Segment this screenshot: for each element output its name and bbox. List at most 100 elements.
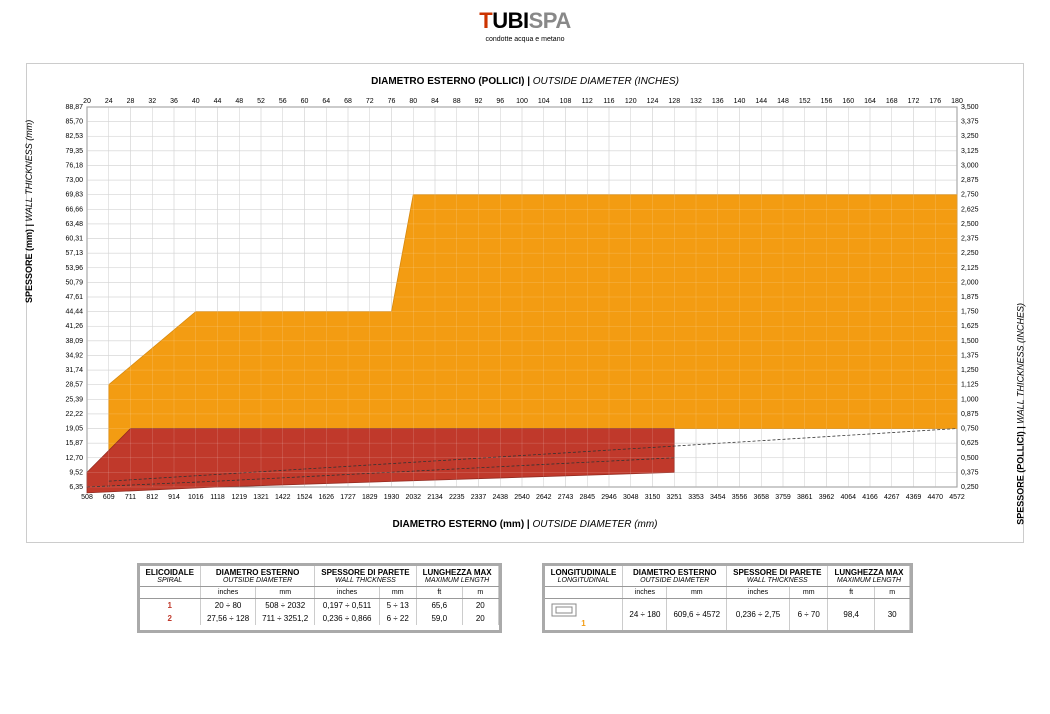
unit-cell: mm xyxy=(256,587,315,599)
svg-text:3556: 3556 xyxy=(732,494,748,501)
svg-text:1,250: 1,250 xyxy=(961,367,979,374)
svg-text:1727: 1727 xyxy=(340,494,356,501)
table-row: 124 ÷ 180609,6 ÷ 45720,236 ÷ 2,756 ÷ 709… xyxy=(545,599,910,631)
logo-tagline: condotte acqua e metano xyxy=(0,36,1050,43)
svg-text:2540: 2540 xyxy=(514,494,530,501)
svg-text:2743: 2743 xyxy=(558,494,574,501)
cell-od_mm: 508 ÷ 2032 xyxy=(256,599,315,613)
svg-text:3,500: 3,500 xyxy=(961,104,979,111)
unit-cell: m xyxy=(874,587,910,599)
svg-text:31,74: 31,74 xyxy=(65,367,83,374)
svg-text:2946: 2946 xyxy=(601,494,617,501)
svg-text:53,96: 53,96 xyxy=(65,265,83,272)
unit-cell: inches xyxy=(623,587,667,599)
th-wt-main: SPESSORE DI PARETE xyxy=(733,568,821,577)
svg-text:120: 120 xyxy=(625,98,637,105)
svg-text:108: 108 xyxy=(560,98,572,105)
unit-cell: inches xyxy=(315,587,380,599)
svg-text:3759: 3759 xyxy=(775,494,791,501)
svg-text:172: 172 xyxy=(908,98,920,105)
ylabel-right-italic: WALL THICKNESS (INCHES) xyxy=(1016,303,1026,424)
svg-text:4369: 4369 xyxy=(906,494,922,501)
svg-text:112: 112 xyxy=(582,98,593,105)
cell-od_mm: 609,6 ÷ 4572 xyxy=(667,599,727,631)
cell-od_in: 20 ÷ 80 xyxy=(200,599,255,613)
svg-text:68: 68 xyxy=(344,98,352,105)
svg-text:88: 88 xyxy=(453,98,461,105)
svg-text:2337: 2337 xyxy=(471,494,487,501)
unit-cell: ft xyxy=(416,587,462,599)
svg-text:2032: 2032 xyxy=(405,494,421,501)
svg-text:140: 140 xyxy=(734,98,746,105)
svg-text:28: 28 xyxy=(127,98,135,105)
logo-part3: SPA xyxy=(529,8,571,33)
svg-text:9,52: 9,52 xyxy=(69,469,83,476)
tables-row: ELICOIDALESPIRAL DIAMETRO ESTERNOOUTSIDE… xyxy=(0,543,1050,651)
svg-text:2,250: 2,250 xyxy=(961,250,979,257)
svg-text:24: 24 xyxy=(105,98,113,105)
th-len-main: LUNGHEZZA MAX xyxy=(834,568,903,577)
chart-title-top: DIAMETRO ESTERNO (POLLICI) | OUTSIDE DIA… xyxy=(41,76,1009,87)
ylabel-right-bold: SPESSORE (POLLICI) | xyxy=(1016,424,1026,525)
logo-part2: UBI xyxy=(492,8,528,33)
svg-text:124: 124 xyxy=(647,98,659,105)
svg-text:2,625: 2,625 xyxy=(961,206,979,213)
svg-text:2642: 2642 xyxy=(536,494,552,501)
svg-text:152: 152 xyxy=(799,98,811,105)
cell-wt_in: 0,197 ÷ 0,511 xyxy=(315,599,380,613)
svg-text:1,625: 1,625 xyxy=(961,323,979,330)
spiral-table: ELICOIDALESPIRAL DIAMETRO ESTERNOOUTSIDE… xyxy=(137,563,502,633)
svg-text:76,18: 76,18 xyxy=(65,162,83,169)
svg-text:508: 508 xyxy=(81,494,93,501)
svg-text:6,35: 6,35 xyxy=(69,484,83,491)
svg-text:1930: 1930 xyxy=(384,494,400,501)
svg-text:4267: 4267 xyxy=(884,494,900,501)
long-body: 124 ÷ 180609,6 ÷ 45720,236 ÷ 2,756 ÷ 709… xyxy=(545,599,910,631)
svg-text:711: 711 xyxy=(125,494,136,501)
svg-text:38,09: 38,09 xyxy=(65,338,83,345)
longitudinal-table: LONGITUDINALELONGITUDINAL DIAMETRO ESTER… xyxy=(542,563,914,633)
svg-text:3150: 3150 xyxy=(645,494,661,501)
svg-text:50,79: 50,79 xyxy=(65,279,83,286)
svg-text:1,000: 1,000 xyxy=(961,396,979,403)
cell-wt_in: 0,236 ÷ 0,866 xyxy=(315,612,380,625)
svg-text:44,44: 44,44 xyxy=(65,309,83,316)
th-len: LUNGHEZZA MAXMAXIMUM LENGTH xyxy=(828,566,910,587)
unit-cell: mm xyxy=(789,587,828,599)
svg-text:3,125: 3,125 xyxy=(961,148,979,155)
svg-text:1321: 1321 xyxy=(253,494,269,501)
svg-text:48: 48 xyxy=(235,98,243,105)
svg-text:73,00: 73,00 xyxy=(65,177,83,184)
cell-wt_mm: 6 ÷ 22 xyxy=(379,612,416,625)
table-row: 120 ÷ 80508 ÷ 20320,197 ÷ 0,5115 ÷ 1365,… xyxy=(140,599,499,613)
cell-od_in: 27,56 ÷ 128 xyxy=(200,612,255,625)
svg-text:66,66: 66,66 xyxy=(65,206,83,213)
svg-text:3,250: 3,250 xyxy=(961,133,979,140)
svg-text:148: 148 xyxy=(777,98,789,105)
th-type: LONGITUDINALELONGITUDINAL xyxy=(545,566,623,587)
long-units-row: inchesmminchesmmftm xyxy=(545,587,910,599)
th-od: DIAMETRO ESTERNOOUTSIDE DIAMETER xyxy=(623,566,727,587)
svg-text:60: 60 xyxy=(301,98,309,105)
svg-text:28,57: 28,57 xyxy=(65,382,83,389)
th-od-sub: OUTSIDE DIAMETER xyxy=(207,577,308,584)
spiral-units-row: inchesmminchesmmftm xyxy=(140,587,499,599)
svg-text:3251: 3251 xyxy=(666,494,682,501)
th-wt: SPESSORE DI PARETEWALL THICKNESS xyxy=(727,566,828,587)
row-id-cell: 2 xyxy=(140,612,201,625)
svg-text:100: 100 xyxy=(516,98,528,105)
unit-cell xyxy=(545,587,623,599)
cell-wt_mm: 6 ÷ 70 xyxy=(789,599,828,631)
svg-text:0,375: 0,375 xyxy=(961,469,979,476)
svg-text:0,250: 0,250 xyxy=(961,484,979,491)
svg-text:64: 64 xyxy=(322,98,330,105)
unit-cell xyxy=(140,587,201,599)
logo: TUBISPA xyxy=(0,8,1050,34)
svg-text:34,92: 34,92 xyxy=(65,352,83,359)
chart-container: DIAMETRO ESTERNO (POLLICI) | OUTSIDE DIA… xyxy=(26,63,1024,543)
svg-text:41,26: 41,26 xyxy=(65,323,83,330)
cell-len_ft: 59,0 xyxy=(416,612,462,625)
svg-text:25,39: 25,39 xyxy=(65,396,83,403)
chart-svg: 2050824609287113281236914401016441118481… xyxy=(41,93,1003,505)
svg-text:4470: 4470 xyxy=(927,494,943,501)
